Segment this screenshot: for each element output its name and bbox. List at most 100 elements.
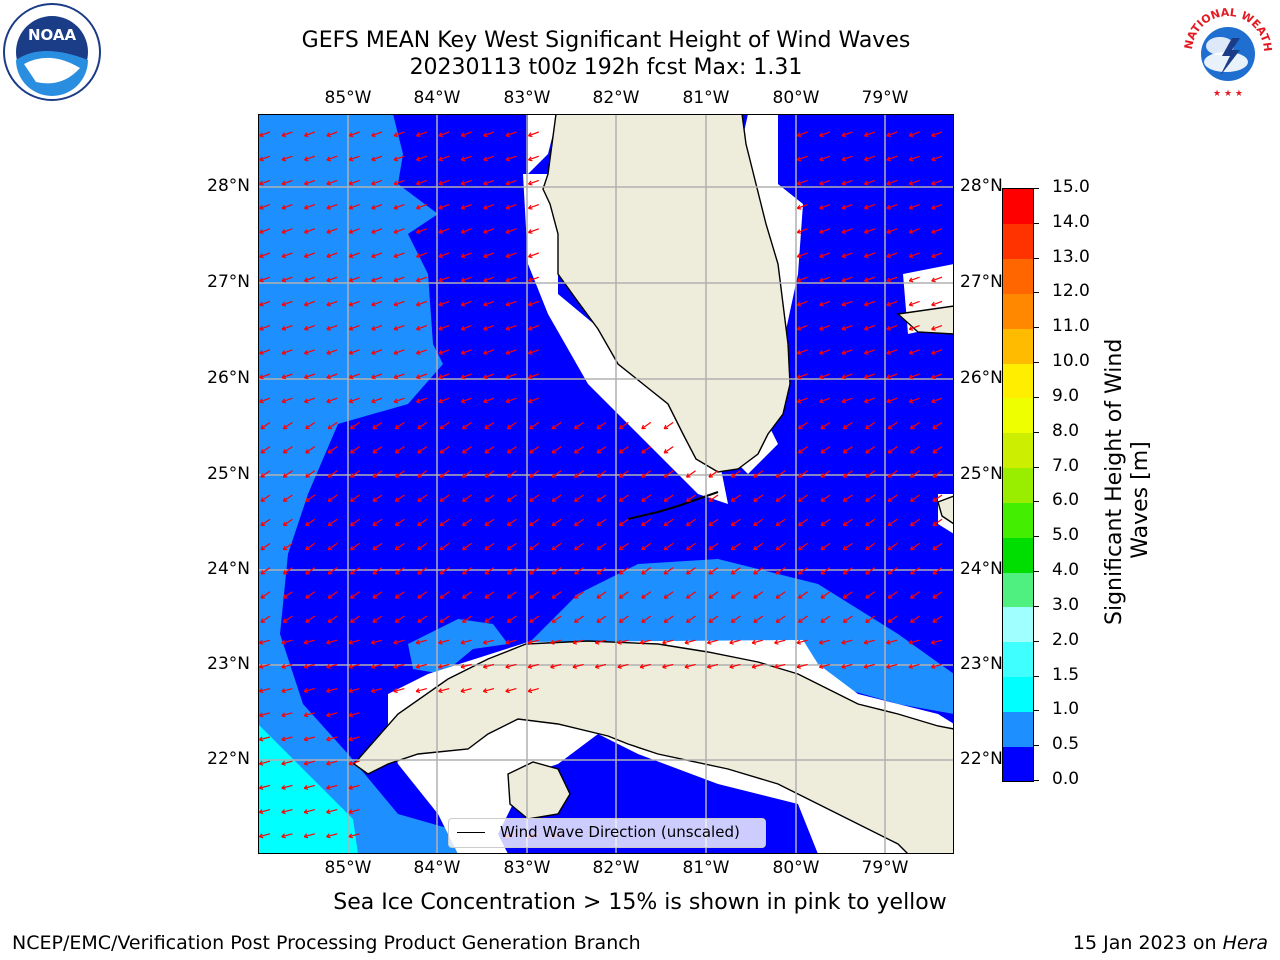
wave-arrow-head: [483, 374, 488, 380]
wave-arrow-head: [415, 398, 421, 404]
wave-arrow: [887, 518, 898, 527]
wave-arrow-head: [551, 449, 557, 454]
wave-arrow-head: [417, 497, 422, 502]
wave-arrow-head: [326, 350, 331, 355]
wave-arrow-head: [258, 736, 264, 742]
wave-arrow-head: [371, 204, 376, 210]
colorbar-tick-label: 0.5: [1052, 734, 1080, 755]
wave-arrow: [348, 833, 360, 838]
wave-arrow-head: [663, 497, 669, 502]
wave-arrow-head: [886, 325, 891, 331]
wave-arrow: [619, 494, 629, 502]
lon-tick-top: 85°W: [324, 88, 372, 108]
wave-arrow-head: [841, 374, 847, 380]
wave-arrow-head: [348, 784, 353, 790]
wave-arrow: [841, 639, 853, 644]
wave-arrow: [260, 421, 271, 430]
wave-arrow: [439, 591, 450, 599]
wave-arrow-head: [483, 156, 488, 162]
wave-arrow: [505, 204, 517, 209]
wave-arrow-head: [394, 594, 400, 599]
wave-arrow-head: [551, 570, 557, 575]
wave-arrow: [931, 204, 943, 209]
wave-arrow-head: [910, 618, 915, 623]
wave-arrow: [909, 325, 920, 330]
wave-arrow: [684, 639, 696, 644]
wave-arrow: [841, 300, 853, 306]
wave-arrow: [931, 155, 943, 161]
wave-arrow: [439, 542, 450, 551]
wave-arrow: [864, 349, 876, 355]
wave-arrow-head: [684, 663, 689, 669]
wave-arrow-head: [393, 639, 398, 645]
wave-arrow-head: [886, 301, 891, 307]
wave-arrow: [796, 663, 808, 668]
wave-arrow: [686, 470, 696, 478]
wave-arrow-head: [841, 350, 847, 355]
wave-arrow: [595, 639, 607, 644]
wave-arrow-head: [483, 325, 488, 331]
wave-arrow-head: [863, 663, 869, 669]
wave-arrow-head: [753, 545, 758, 551]
wave-arrow-head: [348, 350, 354, 355]
wave-arrow: [887, 494, 898, 502]
wave-arrow: [708, 542, 719, 551]
wave-arrow: [438, 228, 450, 234]
wave-arrow-head: [417, 424, 422, 430]
wave-arrow: [909, 349, 920, 355]
wave-arrow-head: [865, 521, 870, 527]
wave-arrow: [886, 373, 898, 379]
wave-arrow-head: [641, 473, 646, 478]
wave-arrow: [348, 784, 360, 789]
wave-arrow: [393, 325, 405, 330]
wave-arrow: [886, 663, 898, 668]
wave-arrow-head: [348, 760, 353, 766]
wave-arrow: [886, 276, 898, 282]
wave-arrow-head: [842, 594, 848, 599]
wave-arrow: [686, 615, 696, 623]
wave-arrow: [304, 179, 316, 185]
wave-arrow: [462, 446, 472, 454]
wave-arrow-head: [819, 132, 824, 138]
wave-arrow-head: [753, 570, 758, 575]
wave-arrow-head: [260, 424, 266, 430]
wave-arrow: [393, 155, 405, 161]
wave-arrow-head: [260, 545, 266, 551]
wave-arrow-head: [460, 374, 466, 380]
colorbar-segment: [1003, 606, 1033, 643]
wave-arrow-head: [908, 301, 914, 307]
lon-tick-top: 82°W: [592, 88, 640, 108]
wave-arrow: [349, 179, 360, 185]
wave-arrow: [304, 688, 315, 693]
wave-arrow-head: [371, 350, 376, 355]
wave-arrow-head: [258, 784, 264, 790]
wave-arrow: [663, 470, 674, 478]
wave-arrow: [887, 421, 898, 430]
wave-arrow-head: [281, 132, 287, 138]
wave-arrow-head: [820, 521, 826, 527]
colorbar-segment: [1003, 641, 1033, 678]
wave-arrow-head: [348, 688, 353, 694]
wave-arrow: [528, 300, 540, 306]
wave-arrow: [931, 252, 943, 258]
wave-arrow: [259, 639, 271, 644]
lon-tick-bottom: 84°W: [413, 858, 461, 878]
wave-arrow-head: [708, 521, 714, 527]
wave-arrow-head: [259, 204, 264, 210]
wave-arrow-head: [303, 809, 309, 815]
wave-arrow-head: [887, 424, 893, 430]
wave-arrow: [483, 131, 495, 137]
wave-arrow: [327, 494, 338, 502]
colorbar-segment: [1003, 711, 1033, 747]
wave-arrow: [393, 131, 405, 137]
wave-arrow: [416, 155, 428, 161]
wave-arrow: [931, 373, 943, 379]
wave-arrow-head: [618, 545, 624, 551]
wave-arrow-head: [417, 570, 422, 575]
wave-arrow-head: [662, 639, 667, 645]
wave-arrow: [417, 518, 428, 527]
wave-arrow: [819, 300, 831, 306]
wave-arrow: [797, 131, 808, 137]
wave-arrow: [619, 518, 629, 527]
wave-arrow-head: [438, 156, 443, 162]
